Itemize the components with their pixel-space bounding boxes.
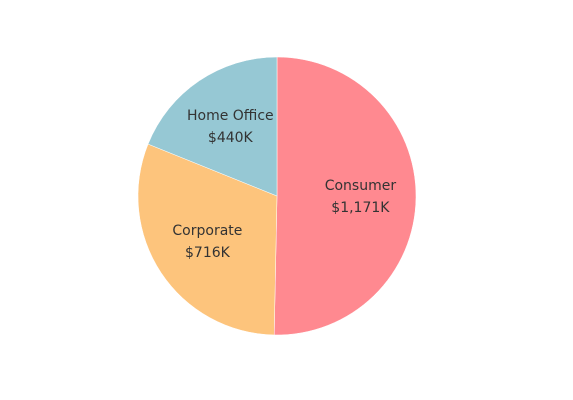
slice-label: Consumer: [325, 178, 397, 194]
pie-slice: [137, 143, 278, 336]
slice-label: Home Office: [187, 108, 274, 124]
slice-value-label: $716K: [185, 245, 231, 261]
slice-label: Corporate: [172, 223, 242, 239]
pie-slice: [273, 56, 417, 336]
slice-value-label: $1,171K: [331, 200, 390, 216]
pie-slice: [147, 56, 278, 197]
slice-value-label: $440K: [208, 130, 254, 146]
